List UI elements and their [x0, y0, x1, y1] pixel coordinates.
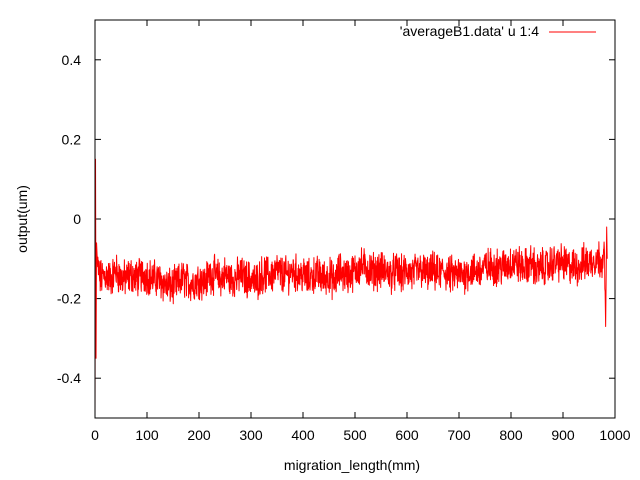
y-tick-label: -0.4	[57, 370, 81, 386]
y-axis-label: output(um)	[14, 185, 30, 253]
y-tick-label: 0	[73, 211, 81, 227]
y-tick-label: 0.2	[62, 131, 82, 147]
x-axis-label: migration_length(mm)	[284, 457, 420, 473]
x-tick-label: 500	[343, 427, 367, 443]
x-tick-label: 200	[187, 427, 211, 443]
x-tick-label: 400	[291, 427, 315, 443]
x-tick-label: 100	[135, 427, 159, 443]
x-tick-label: 700	[447, 427, 471, 443]
y-tick-label: -0.2	[57, 291, 81, 307]
x-tick-label: 300	[239, 427, 263, 443]
y-tick-label: 0.4	[62, 52, 82, 68]
x-tick-label: 0	[91, 427, 99, 443]
x-tick-labels: 0 100 200 300 400 500 600 700 800 900 1000	[91, 427, 631, 443]
legend-label: 'averageB1.data' u 1:4	[400, 23, 539, 39]
x-tick-label: 800	[499, 427, 523, 443]
series-layer	[94, 158, 608, 419]
plot-border	[94, 19, 616, 419]
x-tick-label: 900	[551, 427, 575, 443]
x-tick-label: 600	[395, 427, 419, 443]
y-tick-labels: -0.4 -0.2 0 0.2 0.4	[57, 52, 81, 386]
x-tick-label: 1000	[599, 427, 630, 443]
series-line	[94, 158, 608, 419]
legend: 'averageB1.data' u 1:4	[400, 23, 596, 39]
